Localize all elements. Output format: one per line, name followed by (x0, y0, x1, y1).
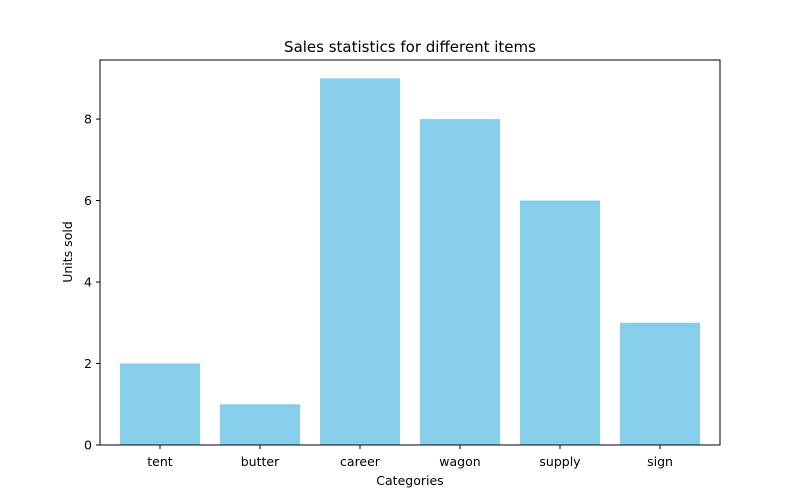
bar-career (320, 78, 400, 445)
y-tick-label: 8 (84, 112, 92, 127)
plot-frame (99, 59, 721, 446)
y-tick-label: 0 (84, 438, 92, 453)
x-tick-label: butter (241, 454, 280, 469)
y-axis-label: Units sold (60, 221, 75, 283)
y-tick-label: 4 (84, 275, 92, 290)
bar-wagon (420, 119, 500, 446)
bar-tent (120, 363, 200, 445)
bar-supply (520, 200, 600, 445)
bar-butter (220, 404, 300, 445)
chart-title: Sales statistics for different items (284, 38, 536, 56)
bar-sign (620, 322, 700, 445)
x-tick-label: career (340, 454, 381, 469)
x-axis-label: Categories (376, 473, 443, 488)
y-tick-label: 2 (84, 356, 92, 371)
x-tick-label: wagon (439, 454, 480, 469)
x-tick-label: sign (647, 454, 673, 469)
x-tick-label: supply (539, 454, 581, 469)
x-tick-label: tent (147, 454, 173, 469)
plot-area: tent butter career wagon supply sign 0 2 4 6 8 (84, 78, 700, 469)
y-tick-label: 6 (84, 193, 92, 208)
